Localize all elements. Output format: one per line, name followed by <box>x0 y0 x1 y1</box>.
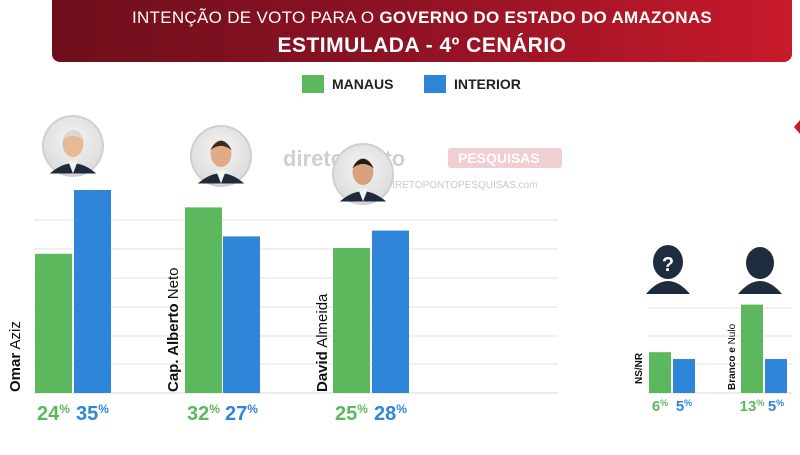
title-line-2: ESTIMULADA - 4º CENÁRIO <box>277 34 567 57</box>
bar-manaus <box>35 253 72 393</box>
bar-interior <box>223 236 260 393</box>
person-silhouette-icon <box>738 247 782 294</box>
category-label: NS/NR <box>634 352 645 384</box>
avatar-omar-aziz <box>42 115 104 177</box>
bar-interior <box>673 359 695 393</box>
legend-swatch-manaus <box>302 75 324 93</box>
category-label: Omar Aziz <box>7 321 24 392</box>
legend-label-interior: INTERIOR <box>454 76 521 92</box>
bar-manaus <box>333 248 370 393</box>
category-label: Cap. Alberto Neto <box>165 268 182 392</box>
value-label-manaus: 32% <box>187 402 220 425</box>
bar-manaus <box>649 352 671 393</box>
watermark-brand-suffix: PESQUISAS <box>458 150 540 166</box>
value-label-manaus: 24% <box>37 402 70 425</box>
bar-manaus <box>741 304 763 393</box>
avatar-david-almeida <box>332 143 394 205</box>
legend-item-manaus: MANAUS <box>302 75 393 93</box>
legend: MANAUS INTERIOR <box>0 75 800 97</box>
value-label-interior: 28% <box>374 402 407 425</box>
legend-swatch-interior <box>424 75 446 93</box>
value-label-interior: 35% <box>76 402 109 425</box>
bars <box>35 190 787 393</box>
value-label-manaus: 25% <box>335 402 368 425</box>
title-strong: GOVERNO DO ESTADO DO AMAZONAS <box>379 8 713 27</box>
right-accent-triangle <box>794 120 800 134</box>
legend-label-manaus: MANAUS <box>332 76 394 92</box>
value-label-interior: 27% <box>225 402 258 425</box>
bar-interior <box>74 190 111 393</box>
avatar-alberto-neto <box>190 125 252 187</box>
svg-text:?: ? <box>662 254 674 276</box>
legend-item-interior: INTERIOR <box>424 75 521 93</box>
watermark-badge <box>448 148 562 168</box>
icons: ? <box>646 245 782 294</box>
title-banner: INTENÇÃO DE VOTO PARA O GOVERNO DO ESTAD… <box>52 0 792 62</box>
title-line-1: INTENÇÃO DE VOTO PARA O GOVERNO DO ESTAD… <box>52 8 792 28</box>
value-label-manaus: 13% <box>740 398 765 415</box>
candidate-photos <box>42 115 394 205</box>
value-label-interior: 5% <box>676 398 692 415</box>
category-label: Branco e Nulo <box>727 323 738 390</box>
labels: 24% 35% Omar Aziz 32% 27% Cap. Alberto Neto 25… <box>7 268 784 425</box>
watermark-url: DIRETOPONTOPESQUISAS.com <box>385 180 537 191</box>
watermark: diretoponto PESQUISAS DIRETOPONTOPESQUIS… <box>283 146 562 191</box>
category-label: David Almeida <box>314 293 331 392</box>
title-prefix: INTENÇÃO DE VOTO PARA O <box>131 8 375 27</box>
bar-interior <box>372 230 409 393</box>
bar-manaus <box>185 207 222 393</box>
bar-interior <box>765 359 787 393</box>
question-person-icon: ? <box>646 245 690 294</box>
value-label-manaus: 6% <box>652 398 668 415</box>
value-label-interior: 5% <box>768 398 784 415</box>
